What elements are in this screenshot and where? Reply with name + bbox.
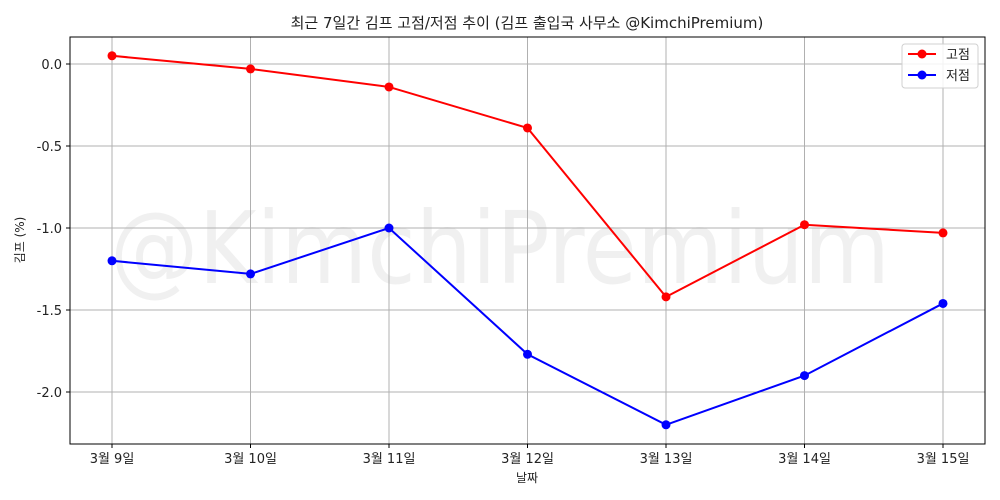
legend-label: 저점 [946,69,970,84]
legend-marker [917,49,927,59]
data-point [246,269,255,279]
data-point [107,256,117,266]
x-tick-label: 3월 15일 [917,452,970,467]
watermark-text: @KimchiPremium [110,190,890,307]
y-tick-label: -0.5 [37,140,62,155]
chart-title: 최근 7일간 김프 고점/저점 추이 (김프 출입국 사무소 @KimchiPr… [291,14,764,32]
watermark: @KimchiPremium [110,190,890,307]
data-point [384,82,394,92]
legend-label: 고점 [946,48,970,63]
data-point [246,64,255,74]
data-point [523,123,532,133]
x-tick-label: 3월 11일 [363,452,416,467]
data-point [938,298,948,308]
x-axis: 3월 9일 3월 10일 3월 11일 3월 12일 3월 13일 3월 14일 3월 15… [90,444,970,467]
x-tick-label: 3월 13일 [640,452,693,467]
data-point [661,420,671,430]
data-point [107,51,117,61]
x-tick-label: 3월 12일 [501,452,554,467]
y-axis: 0.0 -0.5 -1.0 -1.5 -2.0 [37,58,70,401]
data-point [523,349,532,359]
data-point [661,292,671,302]
data-point [384,223,394,233]
x-tick-label: 3월 10일 [224,452,277,467]
x-axis-label: 날짜 [516,471,538,485]
data-point [800,220,809,230]
x-tick-label: 3월 14일 [778,452,831,467]
y-axis-label: 김프 (%) [13,217,27,264]
y-tick-label: -2.0 [37,386,62,401]
data-point [938,228,948,238]
grid [70,37,985,444]
y-tick-label: -1.0 [37,222,62,237]
series [107,51,948,430]
y-tick-label: -1.5 [37,304,62,319]
x-tick-label: 3월 9일 [90,452,135,467]
legend-marker [917,70,927,80]
data-point [800,371,809,381]
y-tick-label: 0.0 [41,58,62,73]
